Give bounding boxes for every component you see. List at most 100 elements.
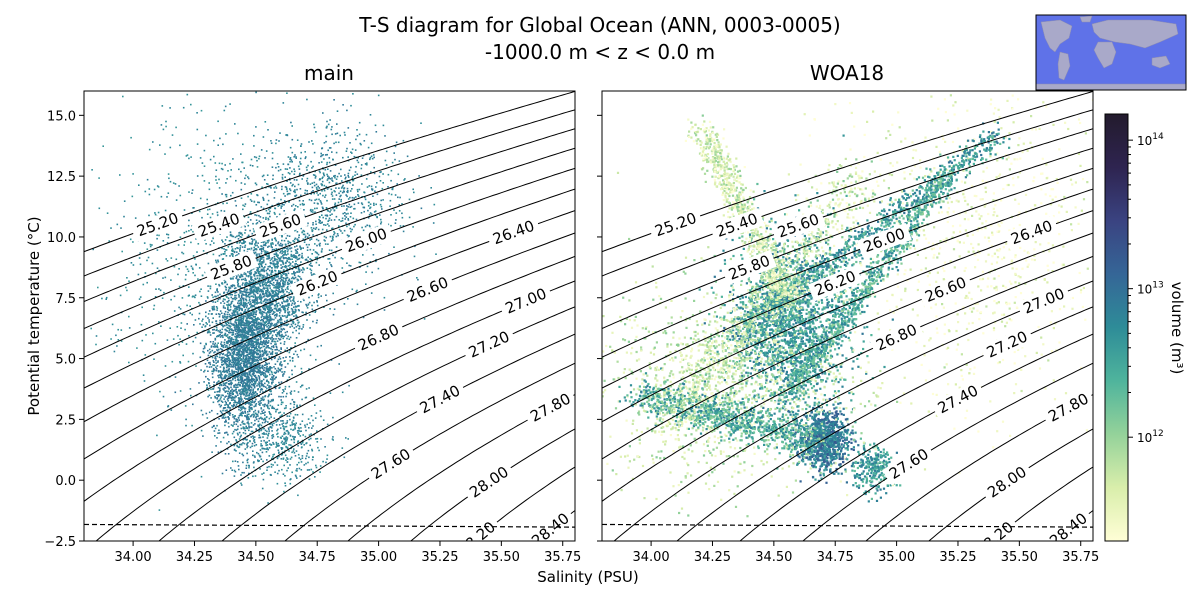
- heatmap-cell: [343, 191, 345, 193]
- heatmap-cell: [281, 392, 284, 394]
- heatmap-cell: [269, 313, 271, 316]
- heatmap-cell: [239, 379, 242, 381]
- heatmap-cell: [226, 431, 228, 434]
- heatmap-cell: [250, 313, 253, 315]
- heatmap-cell: [288, 311, 291, 313]
- heatmap-cell: [285, 278, 287, 280]
- heatmap-cell: [293, 190, 296, 193]
- heatmap-cell: [281, 295, 283, 297]
- heatmap-cell: [363, 191, 365, 193]
- heatmap-cell: [232, 363, 235, 366]
- heatmap-cell: [306, 267, 309, 269]
- heatmap-cell: [252, 335, 254, 337]
- heatmap-cell: [246, 348, 249, 351]
- heatmap-cell: [247, 339, 249, 342]
- heatmap-cell: [236, 328, 238, 330]
- heatmap-cell: [235, 339, 237, 341]
- heatmap-cell: [271, 302, 274, 305]
- heatmap-cell: [253, 305, 256, 307]
- heatmap-cell: [240, 275, 242, 277]
- heatmap-cell: [271, 382, 273, 385]
- heatmap-cell: [244, 389, 247, 392]
- heatmap-cell: [249, 328, 252, 331]
- heatmap-cell: [249, 385, 252, 387]
- heatmap-cell: [226, 291, 229, 294]
- heatmap-cell: [268, 324, 270, 327]
- heatmap-cell: [287, 265, 290, 267]
- heatmap-cell: [267, 328, 269, 331]
- heatmap-cell: [353, 203, 356, 206]
- heatmap-cell: [289, 318, 292, 321]
- heatmap-cell: [247, 356, 250, 358]
- heatmap-cell: [275, 276, 278, 278]
- heatmap-cell: [301, 257, 304, 259]
- heatmap-cell: [318, 162, 320, 164]
- heatmap-cell: [267, 427, 270, 429]
- heatmap-cell: [250, 370, 253, 373]
- heatmap-cell: [249, 229, 251, 232]
- heatmap-cell: [202, 323, 205, 326]
- heatmap-cell: [263, 323, 265, 326]
- heatmap-cell: [267, 402, 270, 404]
- heatmap-cell: [271, 330, 274, 332]
- heatmap-cell: [258, 379, 261, 381]
- heatmap-cell: [340, 194, 342, 197]
- heatmap-cell: [217, 361, 219, 363]
- heatmap-cell: [294, 272, 297, 274]
- heatmap-cell: [227, 397, 230, 400]
- heatmap-cell: [259, 285, 261, 287]
- heatmap-cell: [267, 280, 269, 283]
- heatmap-cell: [329, 214, 332, 216]
- heatmap-cell: [288, 256, 290, 259]
- heatmap-cell: [281, 176, 284, 179]
- heatmap-cell: [247, 394, 250, 397]
- heatmap-cell: [257, 325, 260, 328]
- heatmap-cell: [275, 303, 277, 306]
- heatmap-cell: [217, 360, 219, 362]
- heatmap-cell: [276, 369, 278, 372]
- heatmap-cell: [297, 206, 299, 208]
- heatmap-cell: [254, 350, 256, 353]
- heatmap-cell: [259, 358, 261, 361]
- heatmap-cell: [266, 288, 269, 290]
- heatmap-cell: [227, 365, 229, 368]
- heatmap-cell: [252, 304, 254, 307]
- heatmap-cell: [232, 378, 234, 380]
- heatmap-cell: [208, 362, 210, 364]
- heatmap-cell: [239, 363, 242, 366]
- heatmap-cell: [312, 143, 314, 145]
- heatmap-cell: [242, 293, 244, 296]
- heatmap-cell: [299, 270, 301, 272]
- heatmap-cell: [371, 271, 373, 274]
- heatmap-cell: [212, 364, 214, 366]
- heatmap-cell: [261, 355, 264, 357]
- heatmap-cell: [268, 239, 270, 242]
- heatmap-cell: [242, 300, 245, 302]
- heatmap-cell: [236, 392, 238, 395]
- heatmap-cell: [278, 334, 281, 336]
- heatmap-cell: [262, 412, 264, 414]
- heatmap-cell: [280, 317, 282, 319]
- heatmap-cell: [358, 133, 361, 136]
- heatmap-cell: [243, 349, 246, 352]
- heatmap-cell: [225, 395, 227, 397]
- heatmap-cell: [255, 339, 258, 341]
- heatmap-cell: [269, 304, 272, 306]
- heatmap-cell: [236, 331, 238, 333]
- heatmap-cell: [229, 354, 231, 356]
- heatmap-cell: [226, 308, 229, 310]
- heatmap-cell: [214, 346, 216, 348]
- heatmap-cell: [256, 349, 258, 352]
- heatmap-cell: [291, 277, 293, 280]
- heatmap-cell: [294, 310, 297, 313]
- heatmap-cell: [234, 364, 237, 367]
- heatmap-cell: [252, 342, 255, 345]
- heatmap-cell: [235, 418, 237, 420]
- heatmap-cell: [380, 221, 383, 223]
- heatmap-cell: [224, 384, 227, 387]
- heatmap-cell: [222, 300, 224, 302]
- heatmap-cell: [251, 399, 254, 402]
- heatmap-cell: [256, 274, 258, 277]
- heatmap-cell: [269, 215, 271, 218]
- heatmap-cell: [256, 353, 259, 356]
